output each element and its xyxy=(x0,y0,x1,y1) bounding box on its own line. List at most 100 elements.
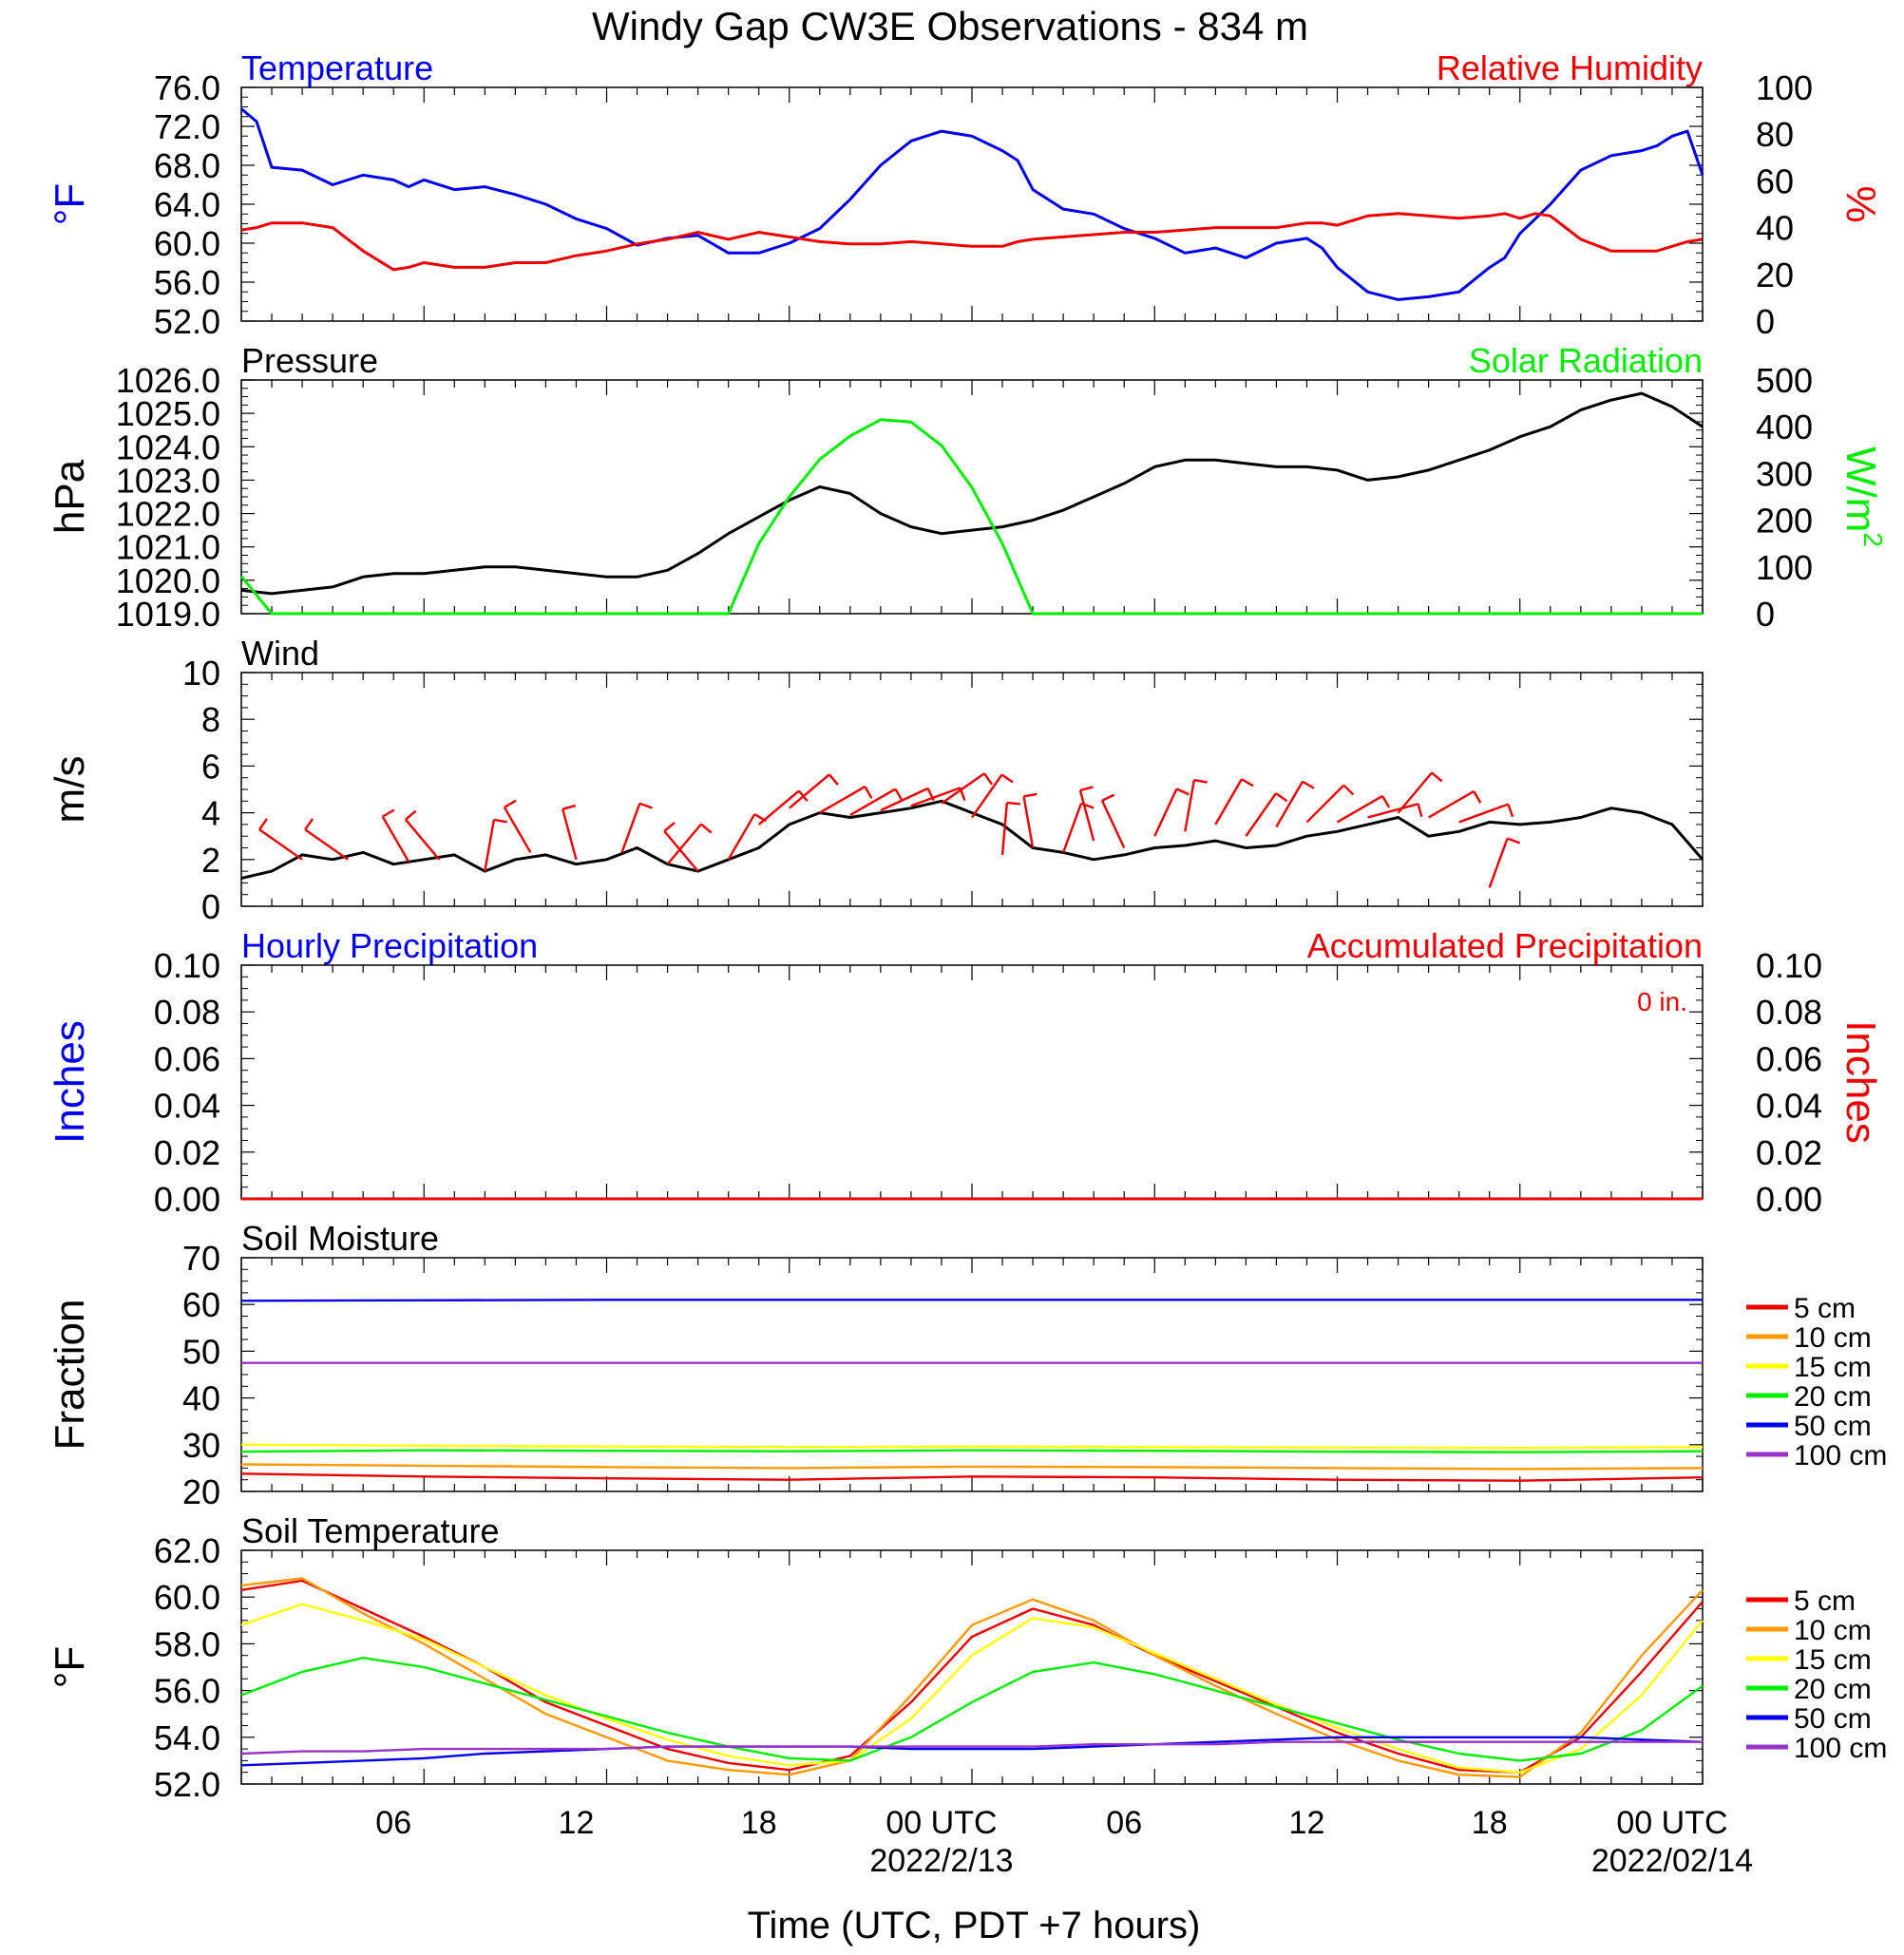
panel-title-right: Accumulated Precipitation xyxy=(1307,926,1703,965)
x-tick-label: 06 xyxy=(375,1805,411,1841)
wind-barb xyxy=(1184,779,1196,832)
plot-frame xyxy=(240,1257,1704,1492)
y-tick-label: 60.0 xyxy=(154,224,220,263)
wind-barb-flag xyxy=(1431,771,1443,783)
wind-barb xyxy=(1078,789,1095,842)
y-right-tick-label: 500 xyxy=(1756,361,1813,400)
series-line-2 xyxy=(240,1443,1704,1450)
y-tick-label: 2 xyxy=(201,841,220,880)
y-right-tick-label: 40 xyxy=(1756,209,1794,248)
y-tick-label: 20 xyxy=(182,1472,220,1511)
x-date-label: 2022/2/13 xyxy=(869,1843,1013,1879)
y-right-tick-label: 0.02 xyxy=(1756,1133,1822,1172)
y-tick-label: 0.10 xyxy=(154,946,220,985)
wind-barb xyxy=(1336,794,1383,824)
y-right-tick-label: 60 xyxy=(1756,161,1794,200)
wind-barb xyxy=(404,818,441,861)
panel-title-left: Soil Temperature xyxy=(241,1511,499,1550)
y-axis-label-right: Inches xyxy=(1837,1020,1884,1144)
wind-barb-flag xyxy=(382,808,395,818)
wind-barb xyxy=(880,787,929,812)
x-tick-label: 12 xyxy=(559,1805,595,1841)
panel-3: 0.10 0.08 0.06 0.04 0.02 0.00 0.10 0.08 0.06 0.04… xyxy=(47,926,1884,1219)
wind-barb xyxy=(1367,803,1418,819)
wind-barb xyxy=(757,789,800,826)
panel-title-right: Relative Humidity xyxy=(1437,48,1703,87)
y-right-tick-label: 300 xyxy=(1756,454,1813,493)
y-axis-label-right: % xyxy=(1837,185,1884,222)
y-tick-label: 54.0 xyxy=(154,1718,220,1757)
y-tick-label: 1026.0 xyxy=(116,361,220,400)
wind-barb xyxy=(663,830,699,872)
y-tick-label: 1025.0 xyxy=(116,394,220,433)
panel-5: 62.0 60.0 58.0 56.0 54.0 52.0 Soil Temperature… xyxy=(47,1511,1887,1804)
panel-0: 76.072.068.064.060.056.052.0 100 80 60 40 20 0… xyxy=(47,48,1884,341)
wind-barb-flag xyxy=(983,772,994,786)
x-tick-label: 18 xyxy=(741,1805,777,1841)
y-tick-label: 52.0 xyxy=(154,1765,220,1804)
wind-barb-flag xyxy=(1101,793,1115,802)
legend-label: 100 cm xyxy=(1794,1440,1887,1471)
legend-label: 50 cm xyxy=(1794,1703,1872,1735)
panel-annotation: 0 in. xyxy=(1637,987,1687,1016)
wind-barb-flag xyxy=(1473,790,1482,804)
y-tick-label: 60.0 xyxy=(154,1578,220,1617)
y-tick-label: 0.00 xyxy=(154,1180,220,1219)
y-axis-label-left: Inches xyxy=(47,1020,93,1144)
wind-barb-flag xyxy=(700,823,713,834)
panel-title-left: Temperature xyxy=(241,48,433,87)
wind-barb-flag xyxy=(1342,784,1355,796)
y-right-tick-label: 20 xyxy=(1756,256,1794,294)
series-line-0 xyxy=(240,391,1704,596)
x-tick-label: 00 UTC xyxy=(885,1805,997,1841)
wind-barb-flag xyxy=(864,786,873,799)
y-tick-label: 0.06 xyxy=(154,1039,220,1078)
wind-barb-flag xyxy=(562,804,577,810)
legend-label: 5 cm xyxy=(1794,1585,1856,1617)
legend-label: 15 cm xyxy=(1794,1352,1872,1383)
wind-barb-flag xyxy=(304,818,314,830)
y-tick-label: 0.04 xyxy=(154,1087,220,1126)
wind-barb xyxy=(1000,802,1009,855)
panel-title-left: Hourly Precipitation xyxy=(241,926,538,965)
y-right-tick-label: 0.00 xyxy=(1756,1180,1822,1219)
legend-label: 5 cm xyxy=(1794,1293,1856,1324)
series-line-0 xyxy=(240,799,1704,880)
y-right-tick-label: 0 xyxy=(1756,302,1775,341)
y-tick-label: 8 xyxy=(201,700,220,739)
panel-title-right: Solar Radiation xyxy=(1469,341,1703,380)
wind-barb xyxy=(1100,800,1126,849)
wind-barb-flag xyxy=(258,818,269,830)
y-tick-label: 0 xyxy=(201,887,220,926)
y-tick-label: 68.0 xyxy=(154,146,220,185)
wind-barb-flag xyxy=(894,788,904,802)
wind-barb xyxy=(1428,789,1475,819)
wind-barb xyxy=(727,813,756,861)
y-right-tick-label: 100 xyxy=(1756,548,1813,587)
wind-barb xyxy=(1275,781,1304,827)
y-tick-label: 40 xyxy=(182,1379,220,1418)
wind-barb-flag xyxy=(1023,792,1038,798)
series-line-4 xyxy=(240,1736,1704,1767)
legend-label: 100 cm xyxy=(1794,1733,1887,1764)
y-axis-label-left: °F xyxy=(47,183,93,225)
wind-barb-flag xyxy=(1381,795,1391,808)
wind-barb-flag xyxy=(1006,801,1020,806)
wind-barb-flag xyxy=(1193,778,1208,784)
wind-barb xyxy=(562,808,578,861)
chart-panels: 76.072.068.064.060.056.052.0100806040200… xyxy=(47,48,1888,1804)
wind-barb xyxy=(258,828,303,861)
legend-label: 15 cm xyxy=(1794,1644,1872,1676)
y-tick-label: 1024.0 xyxy=(116,427,220,466)
y-tick-label: 0.08 xyxy=(154,993,220,1032)
series-line-1 xyxy=(239,418,1703,616)
y-tick-label: 76.0 xyxy=(154,68,220,107)
series-line-1 xyxy=(240,1463,1704,1471)
wind-barb-flag xyxy=(828,773,839,786)
y-tick-label: 1023.0 xyxy=(116,461,220,500)
y-tick-label: 4 xyxy=(201,794,220,833)
wind-barb xyxy=(666,823,702,865)
x-date-label: 2022/02/14 xyxy=(1591,1843,1753,1879)
wind-barb xyxy=(910,787,962,807)
